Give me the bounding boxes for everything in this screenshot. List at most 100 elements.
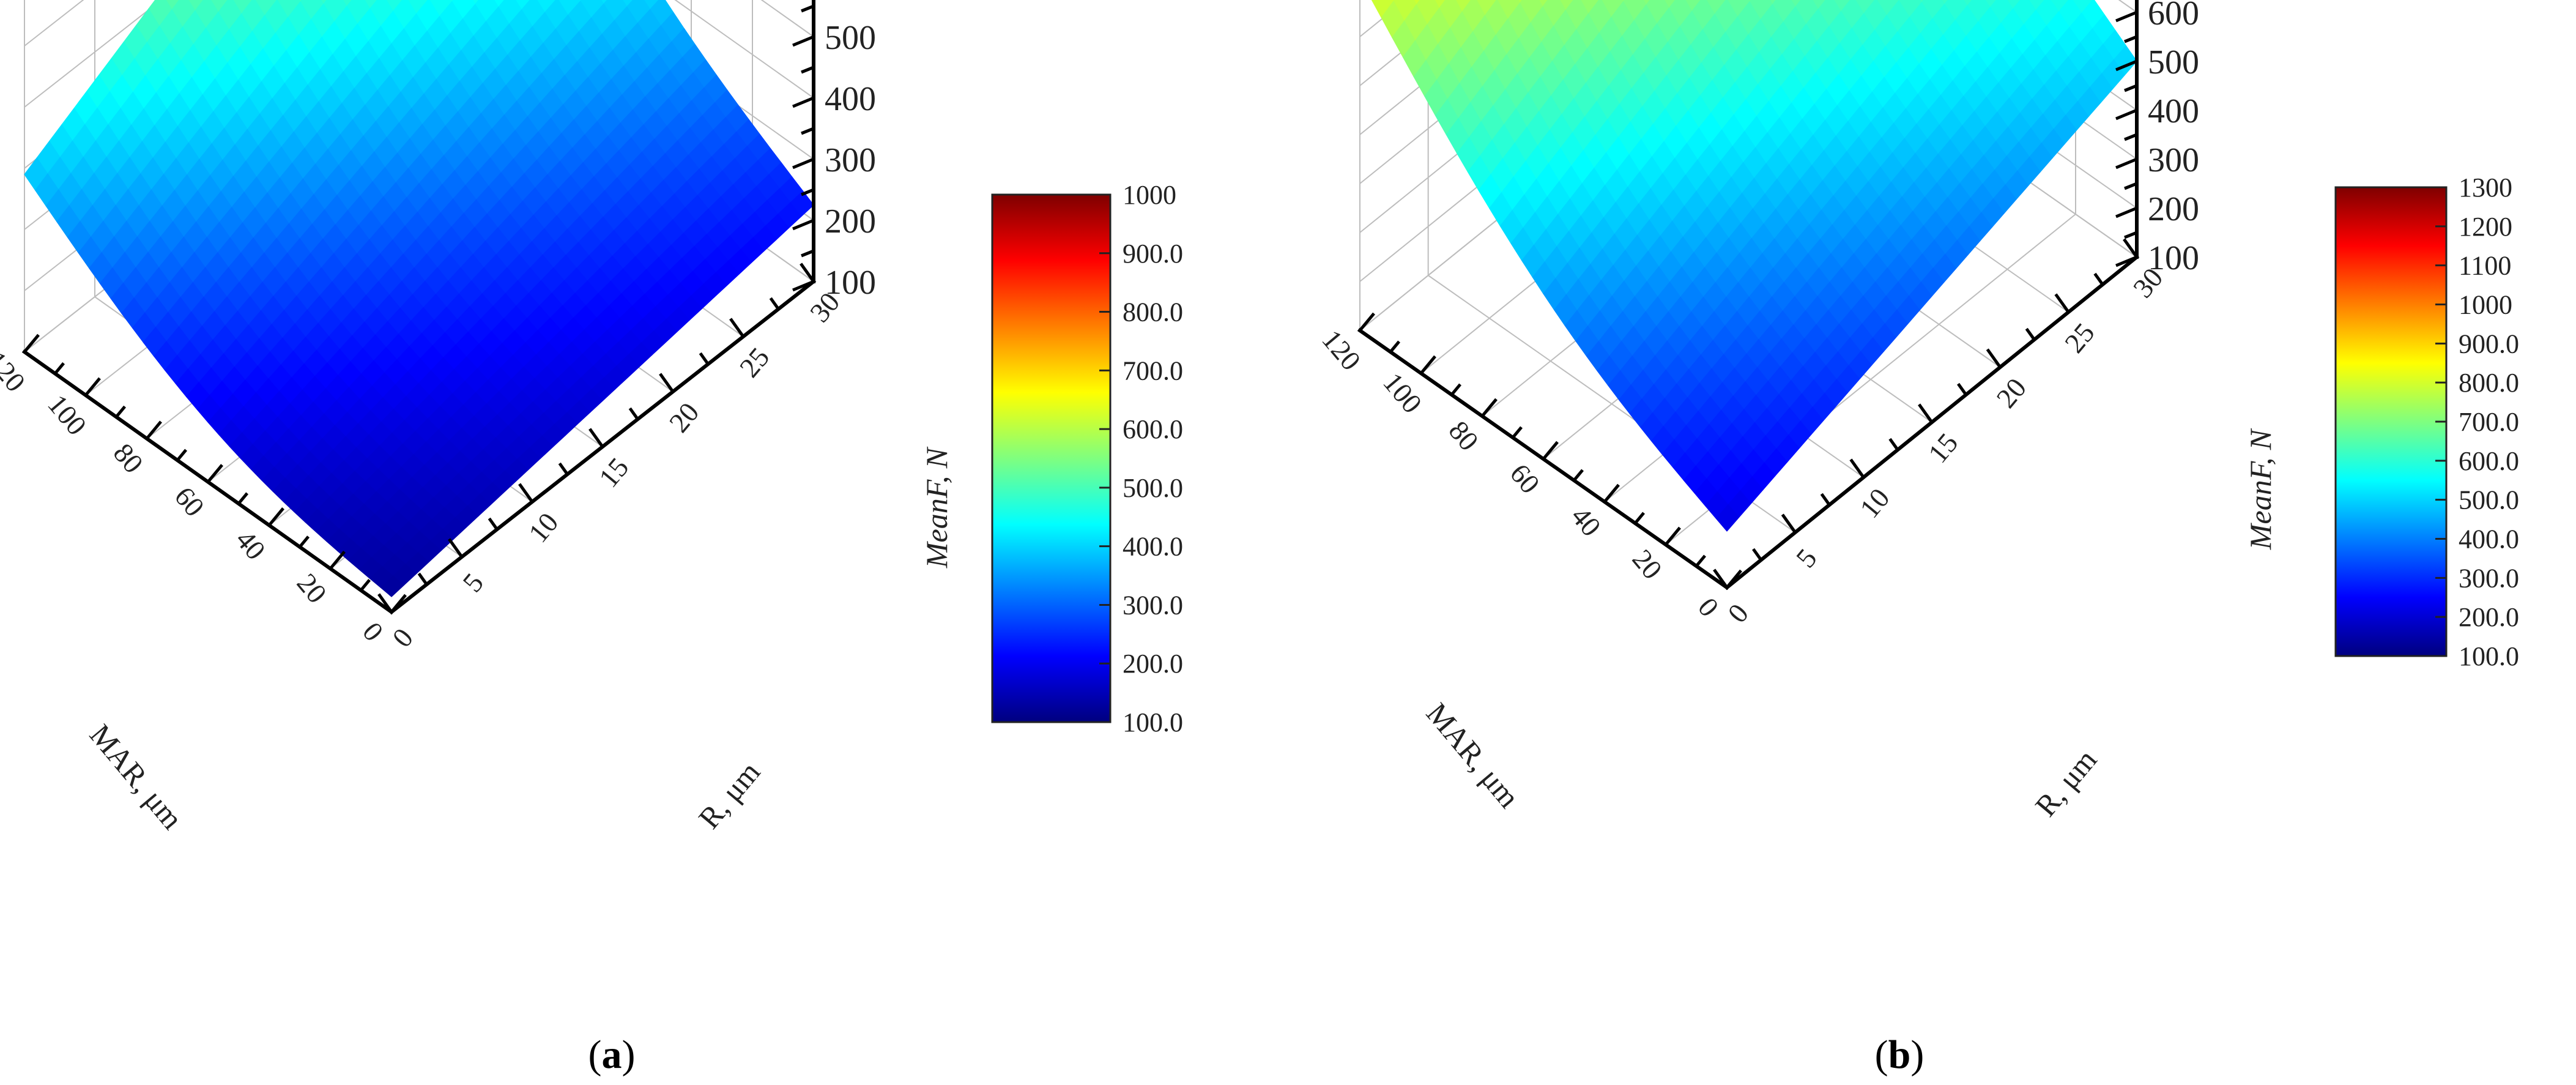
colorbar-tick-label: 1000: [2459, 290, 2512, 320]
colorbar: 1300 1200 1100 1000 900.0 800.0 700.0 600.0 500.…: [2334, 173, 2519, 671]
surface-cell: [1812, 0, 1827, 10]
z-tick-label: 200: [2148, 190, 2199, 228]
surface-cell: [321, 0, 327, 5]
z-tick-label: 100: [825, 264, 876, 302]
colorbar-tick-label: 800.0: [1123, 297, 1183, 327]
colorbar-tick-label: 600.0: [2459, 446, 2519, 476]
z-tick-label: 100: [2148, 239, 2199, 277]
y-tick-mark: [1888, 438, 1899, 451]
x-tick-mark: [1359, 312, 1375, 332]
colorbar-tick-label: 500.0: [2459, 485, 2519, 515]
colorbar-tick-label: 600.0: [1123, 414, 1183, 444]
colorbar-tick-label: 100.0: [1123, 707, 1183, 737]
y-axis-label: R, μm: [692, 755, 767, 835]
x-tick-mark: [84, 377, 101, 397]
y-tick-label: 20: [1991, 372, 2033, 414]
colorbar-gradient: [2334, 186, 2448, 657]
z-tick-label: 200: [825, 203, 876, 240]
x-tick-label: 20: [291, 567, 333, 609]
z-tick-mark: [2124, 182, 2137, 190]
y-tick-mark: [1752, 548, 1762, 561]
x-tick-mark: [1695, 554, 1707, 567]
x-tick-mark: [237, 492, 249, 505]
x-tick-mark: [1573, 469, 1584, 482]
y-tick-mark: [1820, 493, 1831, 506]
z-tick-mark: [792, 157, 814, 170]
z-tick-label: 500: [2148, 43, 2199, 81]
z-tick-mark: [801, 188, 814, 196]
grid-line: [674, 0, 814, 99]
x-tick-mark: [268, 507, 284, 526]
surface-cell: [342, 0, 353, 7]
z-tick-mark: [2124, 133, 2137, 141]
colorbar-tick-label: 700.0: [2459, 407, 2519, 437]
z-tick-mark: [792, 96, 814, 108]
axes: [21, 0, 817, 615]
z-tick-mark: [2115, 59, 2137, 72]
y-tick-mark: [518, 483, 534, 503]
response-surface: [24, 0, 814, 597]
colorbar-tick-label: 1100: [2459, 251, 2511, 281]
surface-cell: [493, 0, 505, 8]
y-tick-label: 20: [663, 397, 705, 438]
colorbar-tick-label: 400.0: [1123, 532, 1183, 562]
z-tick-label: 300: [2148, 141, 2199, 179]
y-tick-label: 10: [1854, 482, 1896, 524]
z-tick-mark: [2124, 231, 2137, 239]
x-tick-mark: [1450, 383, 1462, 396]
x-tick-label: 80: [1443, 415, 1485, 457]
z-tick-mark: [2115, 255, 2137, 267]
y-tick-mark: [1957, 382, 1967, 396]
x-tick-mark: [1389, 340, 1401, 353]
surface-cell: [472, 0, 480, 5]
surface-cell: [380, 575, 404, 597]
y-tick-mark: [2054, 293, 2070, 313]
x-tick-mark: [54, 362, 65, 375]
surface-cell: [2006, 0, 2021, 10]
y-tick-label: 5: [1790, 543, 1823, 573]
y-tick-mark: [1918, 403, 1934, 423]
z-tick-mark: [801, 249, 814, 258]
colorbar-tick-label: 300.0: [2459, 563, 2519, 593]
z-tick-mark: [801, 65, 814, 74]
x-tick-label: 60: [1504, 458, 1546, 499]
y-tick-label: 0: [386, 622, 419, 653]
y-tick-label: 25: [2058, 317, 2101, 359]
x-tick-mark: [1634, 512, 1646, 524]
x-tick-label: 80: [108, 438, 150, 479]
z-tick-label: 500: [825, 19, 876, 57]
grid-line: [24, 0, 163, 108]
colorbar-tick-label: 1000: [1123, 180, 1176, 210]
colorbar-tick-label: 100.0: [2459, 641, 2519, 671]
panel-caption: (b): [1875, 1032, 1925, 1077]
x-tick-mark: [1603, 483, 1620, 503]
surface-cell: [1539, 0, 1548, 7]
x-tick-mark: [1481, 398, 1498, 417]
y-tick-mark: [769, 297, 780, 310]
x-tick-label: 20: [1627, 543, 1669, 585]
colorbar-tick-label: 800.0: [2459, 368, 2519, 398]
surface-cell: [622, 0, 634, 7]
y-tick-mark: [628, 407, 639, 420]
z-tick-mark: [2115, 157, 2137, 170]
z-tick-label: 600: [2148, 0, 2199, 32]
z-tick-mark: [801, 4, 814, 13]
panel-letter: b: [1888, 1032, 1911, 1077]
surface-cell: [1984, 0, 1997, 8]
z-tick-mark: [2115, 206, 2137, 218]
y-tick-mark: [1713, 569, 1729, 589]
x-tick-mark: [329, 550, 346, 570]
y-tick-mark: [1986, 348, 2002, 368]
x-tick-mark: [390, 594, 407, 613]
colorbar-tick-label: 200.0: [2459, 602, 2519, 632]
x-axis-label: MAR, μm: [83, 718, 190, 836]
y-tick-mark: [588, 428, 604, 448]
colorbar-tick-label: 700.0: [1123, 356, 1183, 386]
surface-cell: [1559, 0, 1574, 11]
x-tick-mark: [23, 334, 40, 353]
chart-panel-a: 0204060801001200510152025301002003004005…: [0, 0, 1183, 1077]
z-tick-mark: [792, 35, 814, 47]
surface-cell: [1413, 0, 1420, 6]
z-tick-mark: [2115, 108, 2137, 121]
